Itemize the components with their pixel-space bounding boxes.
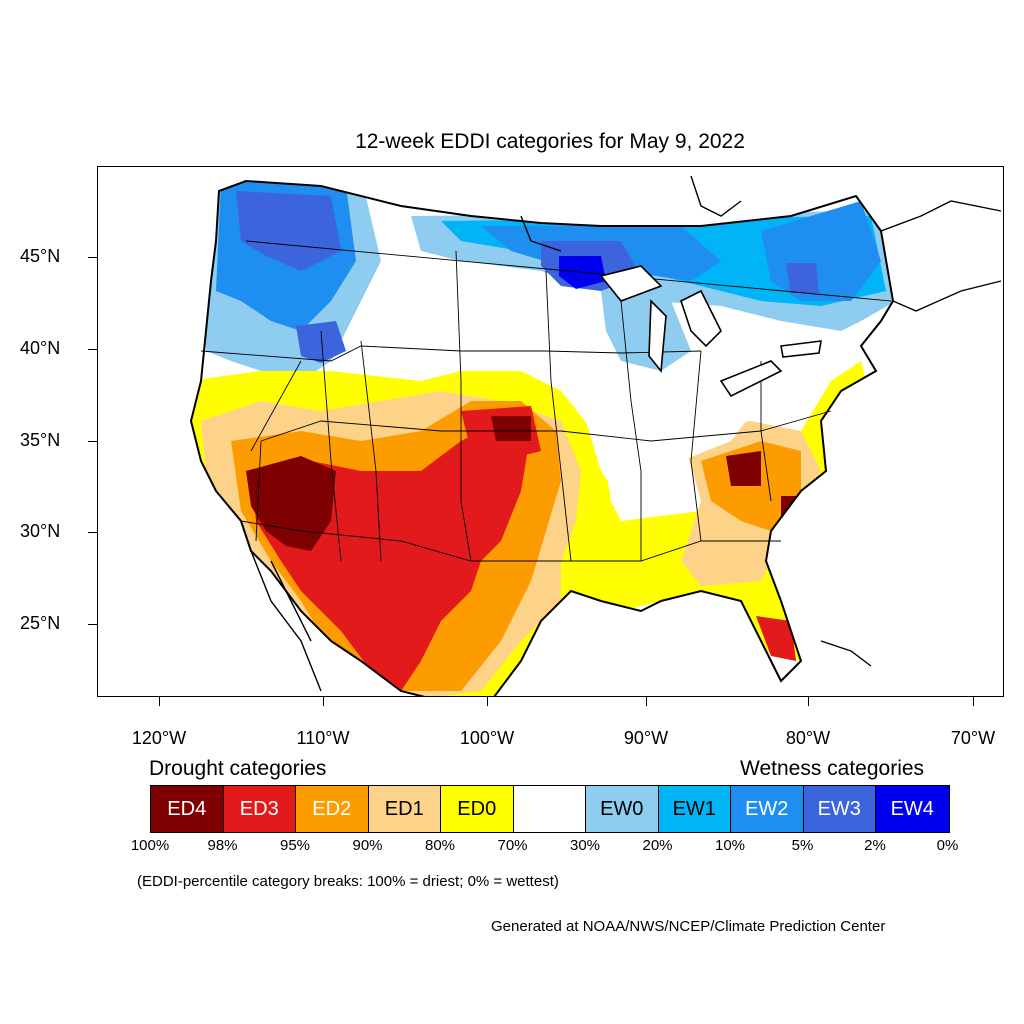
lon-label-120: 120°W <box>131 728 187 748</box>
nondrought-midwest <box>561 381 761 501</box>
legend-swatch-ed1: ED1 <box>368 786 441 832</box>
drought-heading: Drought categories <box>149 757 327 780</box>
credit-line: Generated at NOAA/NWS/NCEP/Climate Predi… <box>491 918 886 935</box>
wet-idaho-ew3 <box>296 321 346 363</box>
category-note: (EDDI-percentile category breaks: 100% =… <box>137 873 559 890</box>
percent-break-label: 0% <box>936 837 959 854</box>
lon-tick-110 <box>323 697 324 706</box>
wetness-heading: Wetness categories <box>740 757 925 780</box>
wet-northwest-ew3 <box>236 191 341 271</box>
lon-tick-100 <box>487 697 488 706</box>
legend-swatch-ew4: EW4 <box>876 786 949 832</box>
lon-label-110: 110°W <box>296 728 350 748</box>
legend-swatch-ed0: ED0 <box>441 786 514 832</box>
legend-swatch-neutral <box>513 786 586 832</box>
percent-break-label: 100% <box>130 837 170 854</box>
lat-label-35: 35°N <box>20 430 61 450</box>
lon-label-90: 90°W <box>623 728 669 748</box>
legend-swatch-ew3: EW3 <box>803 786 876 832</box>
dry-ed3-florida <box>756 616 796 661</box>
great-lakes <box>599 265 822 398</box>
chart-title: 12-week EDDI categories for May 9, 2022 <box>355 130 745 153</box>
map-panel <box>97 166 1004 697</box>
legend-swatch-ed2: ED2 <box>296 786 369 832</box>
legend-swatch-ew1: EW1 <box>658 786 731 832</box>
lat-label-25: 25°N <box>20 613 61 633</box>
legend-swatch-ew2: EW2 <box>731 786 804 832</box>
percent-break-label: 80% <box>424 837 456 854</box>
legend-swatch-ed3: ED3 <box>223 786 296 832</box>
lat-label-30: 30°N <box>20 521 61 541</box>
eddi-map <box>189 175 1002 696</box>
percent-break-label: 70% <box>497 837 528 854</box>
lat-tick-40 <box>88 349 97 350</box>
state-boundaries <box>200 240 892 562</box>
us-outline <box>189 179 895 696</box>
lat-tick-25 <box>88 624 97 625</box>
wet-wi-ew0 <box>601 291 691 371</box>
lat-tick-30 <box>88 532 97 533</box>
lon-label-70: 70°W <box>950 728 996 748</box>
wet-ne-ew3 <box>786 263 819 293</box>
lon-tick-70 <box>973 697 974 706</box>
dry-ed4-kansas <box>491 416 531 441</box>
percent-break-label: 2% <box>864 837 886 854</box>
dry-ed4-southwest <box>246 456 336 551</box>
lon-label-80: 80°W <box>785 728 831 748</box>
legend-colorbar: ED4 ED3 ED2 ED1 ED0 EW0 EW1 EW2 EW3 EW4 <box>150 785 950 833</box>
percent-break-label: 98% <box>207 837 238 854</box>
lon-label-100: 100°W <box>459 728 515 748</box>
percent-break-label: 5% <box>791 837 814 854</box>
percent-break-label: 10% <box>714 837 746 854</box>
lon-tick-80 <box>808 697 809 706</box>
dry-ed4-carolina <box>726 451 761 486</box>
lon-tick-90 <box>646 697 647 706</box>
percent-break-label: 90% <box>352 837 383 854</box>
lat-tick-35 <box>88 441 97 442</box>
legend-swatch-ew0: EW0 <box>586 786 659 832</box>
eddi-fill <box>191 181 893 696</box>
lat-label-45: 45°N <box>20 246 61 266</box>
percent-break-label: 95% <box>279 837 311 854</box>
coast-hints <box>250 175 1002 692</box>
lat-label-40: 40°N <box>20 338 61 358</box>
lon-tick-120 <box>159 697 160 706</box>
lat-tick-45 <box>88 257 97 258</box>
percent-break-label: 30% <box>569 837 601 854</box>
percent-break-label: 20% <box>642 837 673 854</box>
legend-swatch-ed4: ED4 <box>151 786 224 832</box>
